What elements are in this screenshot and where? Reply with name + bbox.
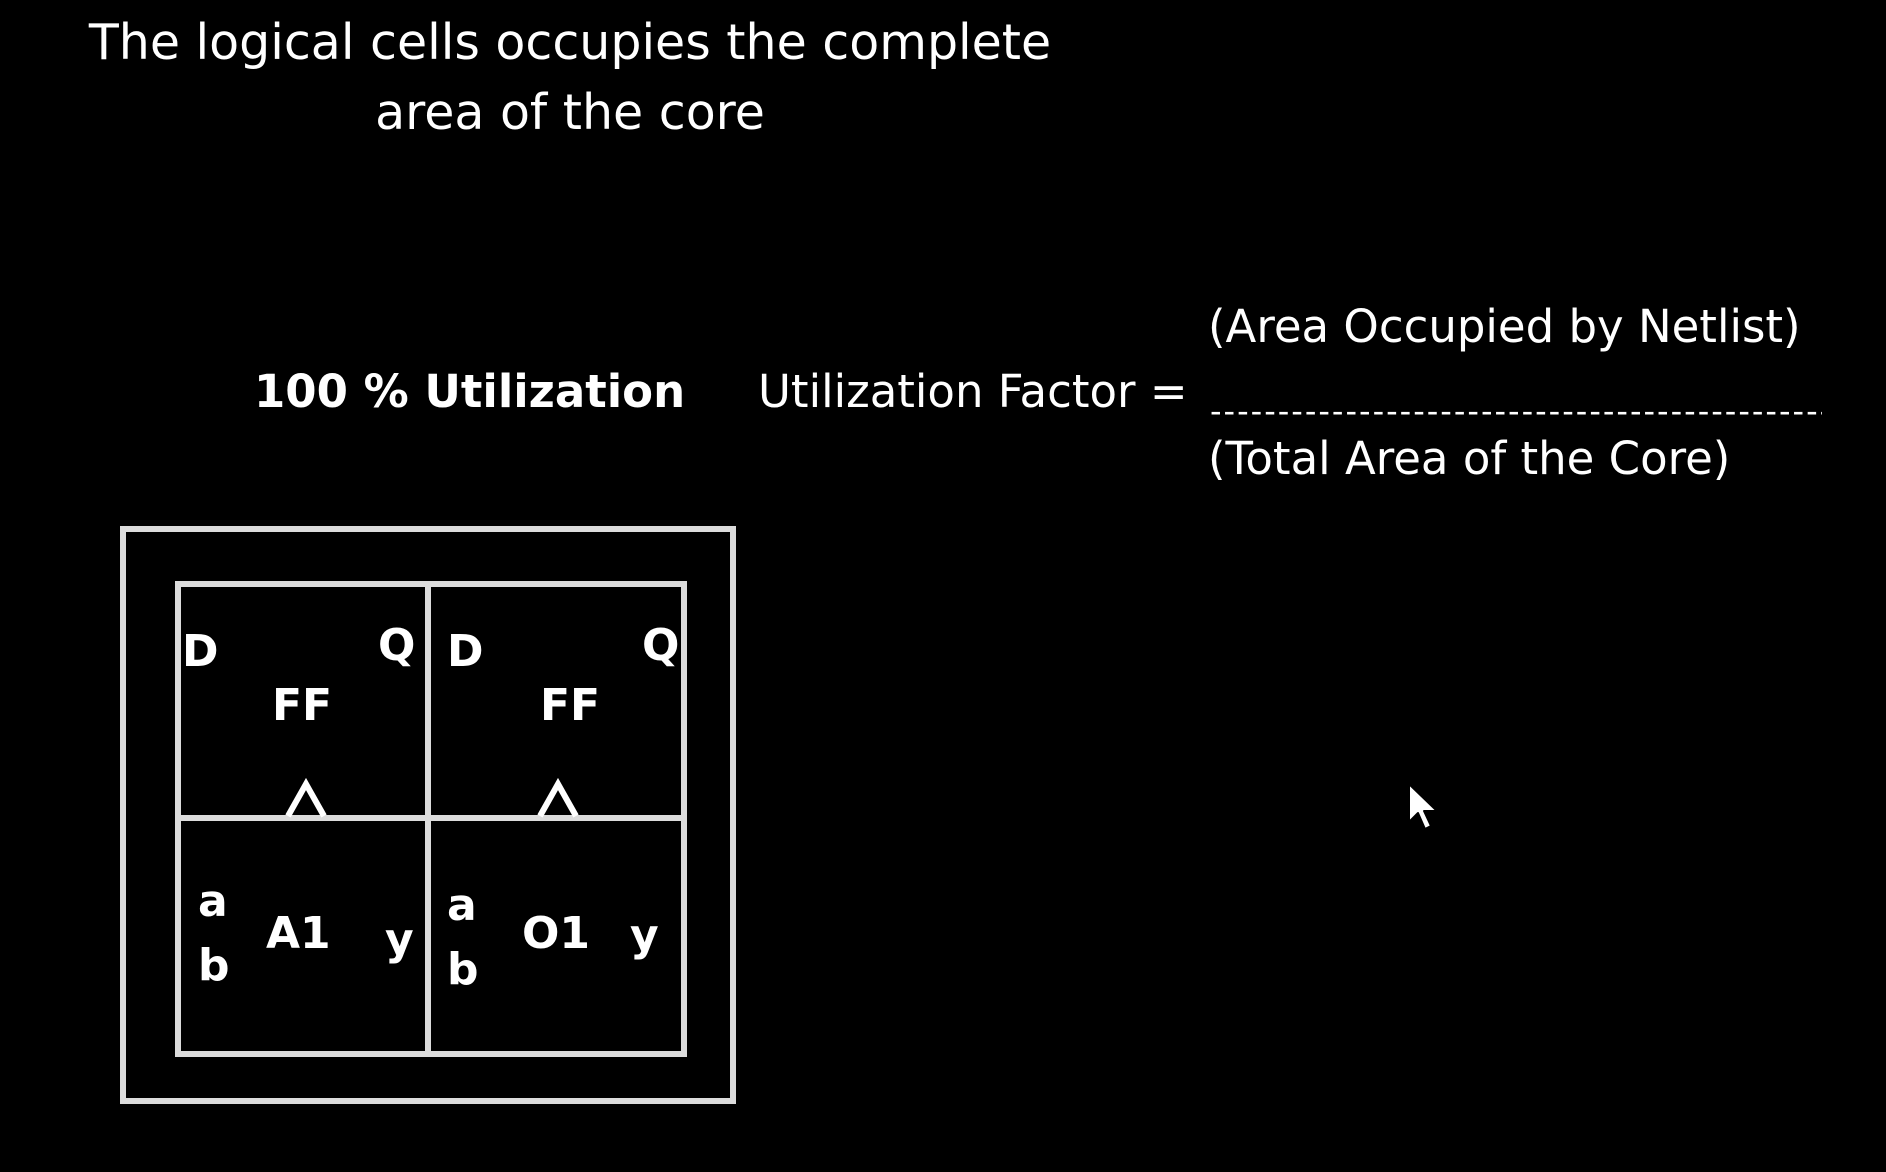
ff2-name: FF <box>540 680 601 731</box>
mouse-cursor-icon <box>1408 783 1438 830</box>
ff1-input-pin: D <box>182 626 219 677</box>
caption-line-2: area of the core <box>375 84 765 141</box>
ff1-output-pin: Q <box>378 620 416 671</box>
die-outline <box>120 526 736 1104</box>
slide-caption: The logical cells occupies the complete … <box>40 8 1100 148</box>
cell-divider-horizontal <box>175 815 687 821</box>
clock-triangle-icon <box>285 778 327 818</box>
utilization-factor-label: Utilization Factor = <box>758 365 1188 418</box>
ff1-name: FF <box>272 680 333 731</box>
caption-line-1: The logical cells occupies the complete <box>88 14 1052 71</box>
and-cell-name: A1 <box>266 908 331 959</box>
or-output-pin: y <box>630 910 659 961</box>
formula-denominator: (Total Area of the Core) <box>1208 432 1731 485</box>
fraction-line: ----------------------------------------… <box>1210 392 1822 430</box>
and-input-b-pin: b <box>198 940 230 991</box>
or-input-b-pin: b <box>447 944 479 995</box>
formula-numerator: (Area Occupied by Netlist) <box>1208 300 1801 353</box>
ff2-input-pin: D <box>447 626 484 677</box>
or-cell-name: O1 <box>522 908 591 959</box>
utilization-label: 100 % Utilization <box>254 365 686 418</box>
clock-triangle-icon <box>537 778 579 818</box>
ff2-output-pin: Q <box>642 620 680 671</box>
and-output-pin: y <box>385 914 414 965</box>
or-input-a-pin: a <box>447 880 477 931</box>
and-input-a-pin: a <box>198 876 228 927</box>
